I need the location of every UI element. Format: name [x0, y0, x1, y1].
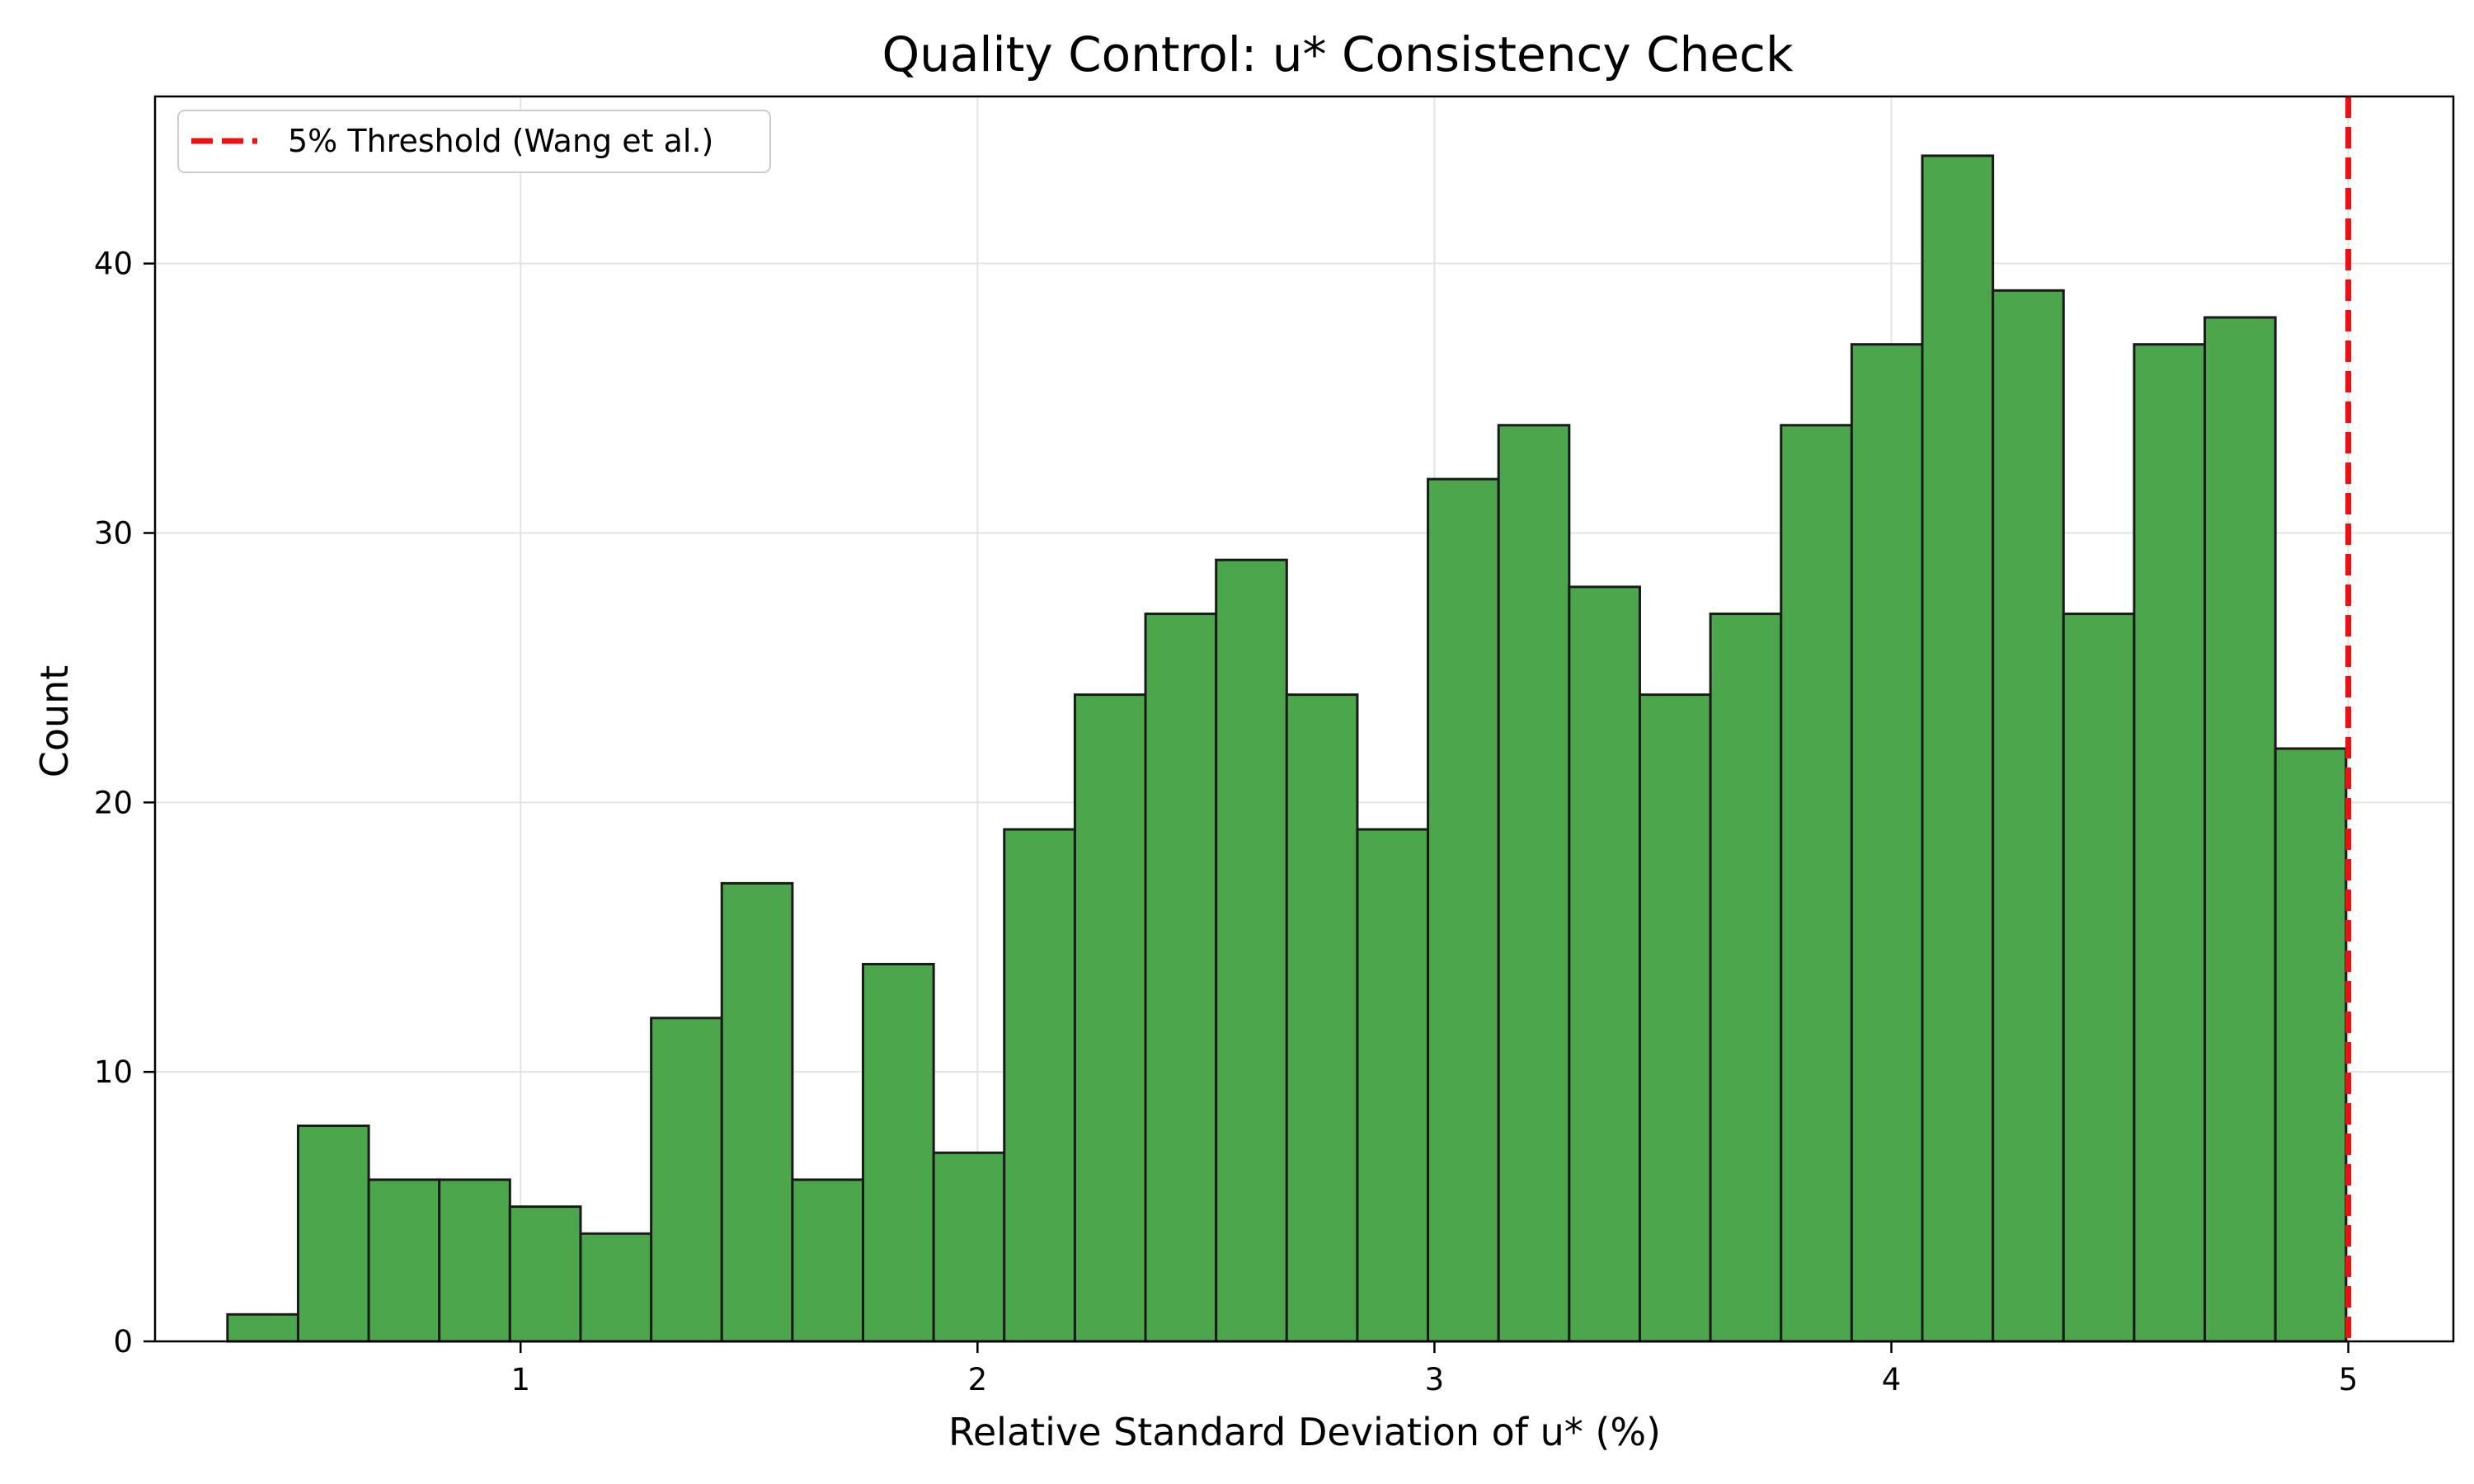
- histogram-bar: [2133, 343, 2207, 1343]
- histogram-bar: [1992, 289, 2065, 1343]
- histogram-bar: [2204, 316, 2277, 1343]
- histogram-bar: [1427, 477, 1500, 1343]
- histogram-bar: [1638, 693, 1712, 1343]
- y-tick-label: 10: [94, 1054, 133, 1090]
- x-tick-label: 3: [1425, 1362, 1445, 1397]
- axes-frame: [153, 95, 2455, 1343]
- histogram-bar: [367, 1178, 441, 1343]
- histogram-bar: [1709, 613, 1783, 1343]
- histogram-bar: [579, 1232, 653, 1343]
- chart-title: Quality Control: u* Consistency Check: [882, 26, 1793, 82]
- legend-box: [177, 110, 771, 173]
- histogram-bar: [1780, 424, 1853, 1343]
- y-axis-ticks: 0 10 20 30 40: [94, 247, 155, 1360]
- histogram-bar: [1497, 424, 1571, 1343]
- histogram-bar: [1921, 154, 1995, 1343]
- histogram-bar: [720, 881, 794, 1343]
- histogram-bar: [1285, 693, 1359, 1343]
- legend: 5% Threshold (Wang et al.): [177, 110, 771, 173]
- histogram-bar: [1356, 828, 1430, 1343]
- histogram-bar: [2062, 613, 2136, 1343]
- x-tick-label: 4: [1882, 1362, 1902, 1397]
- x-tick-label: 5: [2339, 1362, 2359, 1397]
- histogram-bar: [438, 1178, 511, 1343]
- histogram-bar: [226, 1313, 299, 1343]
- histogram-bar: [1215, 558, 1288, 1343]
- y-tick-label: 20: [94, 785, 133, 820]
- histogram-bar: [862, 962, 935, 1343]
- y-tick-label: 40: [94, 247, 133, 282]
- y-axis-label: Count: [32, 665, 77, 778]
- histogram-bar: [1003, 828, 1076, 1343]
- histogram-bar: [296, 1125, 370, 1343]
- histogram-bar: [1144, 613, 1218, 1343]
- x-tick-label: 1: [510, 1362, 530, 1397]
- y-tick-label: 30: [94, 515, 133, 551]
- histogram-bar: [791, 1178, 865, 1343]
- histogram-bar: [508, 1205, 582, 1343]
- x-axis-label: Relative Standard Deviation of u* (%): [948, 1410, 1661, 1454]
- histogram-bar: [1568, 585, 1641, 1343]
- histogram-bar: [2274, 747, 2348, 1343]
- y-tick-label: 0: [113, 1324, 133, 1360]
- histogram-bar: [932, 1151, 1006, 1343]
- histogram-bars: [226, 154, 2348, 1343]
- legend-threshold-label: 5% Threshold (Wang et al.): [288, 123, 713, 159]
- plot-area: 1 2 3 4 5 0 10 20 30 40: [94, 95, 2455, 1397]
- x-axis-ticks: 1 2 3 4 5: [510, 1341, 2358, 1397]
- histogram-bar: [650, 1017, 723, 1343]
- histogram-bar: [1850, 343, 1924, 1343]
- x-tick-label: 2: [968, 1362, 988, 1397]
- histogram-bar: [1073, 693, 1147, 1343]
